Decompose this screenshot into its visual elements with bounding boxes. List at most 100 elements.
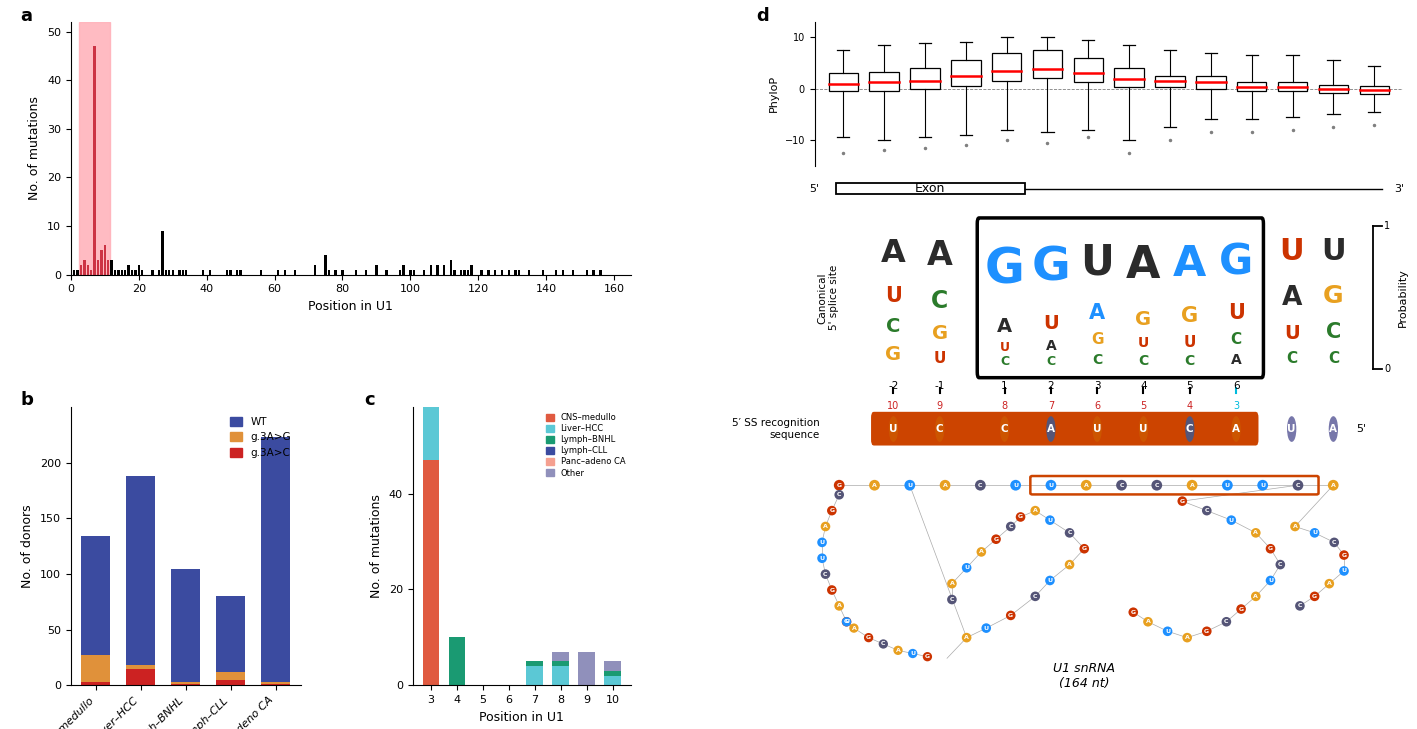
Text: C: C xyxy=(1185,354,1195,367)
Text: A: A xyxy=(1185,635,1190,640)
Bar xyxy=(514,270,517,275)
Bar xyxy=(341,270,343,275)
Text: U: U xyxy=(1288,424,1297,434)
Text: A: A xyxy=(1033,508,1037,513)
Bar xyxy=(555,270,557,275)
Bar xyxy=(400,270,401,275)
Text: U: U xyxy=(1049,483,1053,488)
Bar xyxy=(79,265,82,275)
Circle shape xyxy=(1094,417,1101,441)
Point xyxy=(1323,537,1346,548)
Text: G: G xyxy=(1182,306,1199,327)
Text: C: C xyxy=(1046,356,1056,368)
Text: G: G xyxy=(1238,607,1244,612)
Bar xyxy=(186,270,187,275)
Bar xyxy=(422,369,439,383)
Bar xyxy=(108,260,109,275)
Text: U: U xyxy=(1342,569,1346,574)
Bar xyxy=(354,270,357,275)
Text: A: A xyxy=(1254,594,1258,599)
Point xyxy=(1332,549,1355,561)
Bar xyxy=(171,270,174,275)
Text: C: C xyxy=(881,642,886,647)
Bar xyxy=(179,270,181,275)
Bar xyxy=(1074,58,1102,82)
Text: U: U xyxy=(1312,531,1318,535)
Bar xyxy=(1359,86,1389,94)
Bar xyxy=(385,270,388,275)
Text: G: G xyxy=(1135,310,1152,329)
Point xyxy=(871,638,894,650)
Bar xyxy=(422,402,439,460)
Y-axis label: PhyloP: PhyloP xyxy=(769,75,779,112)
Bar xyxy=(422,270,425,275)
Point xyxy=(1136,616,1159,628)
Bar xyxy=(162,231,164,275)
Bar xyxy=(992,52,1022,81)
Bar xyxy=(103,246,106,275)
Bar xyxy=(113,270,116,275)
Text: U: U xyxy=(1047,518,1053,523)
Text: A: A xyxy=(1254,531,1258,535)
Text: G: G xyxy=(931,324,948,343)
Point xyxy=(1005,480,1027,491)
Text: U: U xyxy=(934,351,947,366)
Y-axis label: No. of mutations: No. of mutations xyxy=(28,96,41,200)
Text: U: U xyxy=(1268,578,1272,583)
Bar xyxy=(261,682,290,684)
Bar xyxy=(283,270,286,275)
Bar xyxy=(422,350,439,364)
Text: G: G xyxy=(1268,546,1272,551)
Point xyxy=(1058,527,1081,539)
Text: G: G xyxy=(829,508,835,513)
Bar xyxy=(259,270,262,275)
Bar xyxy=(77,270,79,275)
Text: U: U xyxy=(1224,483,1230,488)
Text: U: U xyxy=(964,565,969,570)
Bar xyxy=(1237,82,1267,91)
Text: U: U xyxy=(819,555,825,561)
Bar xyxy=(836,184,1024,195)
Text: C: C xyxy=(1138,354,1149,367)
Text: 0: 0 xyxy=(1384,364,1390,374)
Text: G: G xyxy=(1219,241,1253,283)
Point xyxy=(941,593,964,605)
Text: U: U xyxy=(910,651,915,656)
Text: G: G xyxy=(925,654,930,659)
Point xyxy=(863,480,886,491)
Bar xyxy=(118,270,119,275)
Bar xyxy=(230,270,231,275)
Text: C: C xyxy=(949,597,954,602)
Bar xyxy=(169,270,170,275)
Bar xyxy=(449,260,452,275)
Text: A: A xyxy=(1292,524,1298,529)
Bar xyxy=(128,265,130,275)
Text: G: G xyxy=(836,483,842,488)
Point xyxy=(1270,558,1292,570)
Point xyxy=(1176,632,1199,644)
Text: U: U xyxy=(890,424,898,434)
Point xyxy=(1180,480,1203,491)
Point xyxy=(1156,625,1179,637)
Bar xyxy=(480,270,483,275)
Bar xyxy=(152,270,153,275)
Bar xyxy=(444,265,445,275)
Point xyxy=(975,623,998,634)
Bar xyxy=(135,270,136,275)
Text: G: G xyxy=(1323,284,1343,308)
Bar xyxy=(86,265,89,275)
Text: C: C xyxy=(1093,353,1102,367)
Bar xyxy=(203,270,204,275)
Text: C: C xyxy=(1009,524,1013,529)
Point xyxy=(1304,527,1326,539)
Bar xyxy=(553,652,570,661)
Text: C: C xyxy=(823,572,828,577)
Text: C: C xyxy=(1298,604,1302,609)
Point xyxy=(1170,495,1193,507)
Bar xyxy=(604,671,621,676)
Text: A: A xyxy=(998,317,1012,336)
Bar xyxy=(208,270,211,275)
Text: Exon: Exon xyxy=(915,182,945,195)
Point xyxy=(1251,480,1274,491)
Point xyxy=(999,609,1022,621)
